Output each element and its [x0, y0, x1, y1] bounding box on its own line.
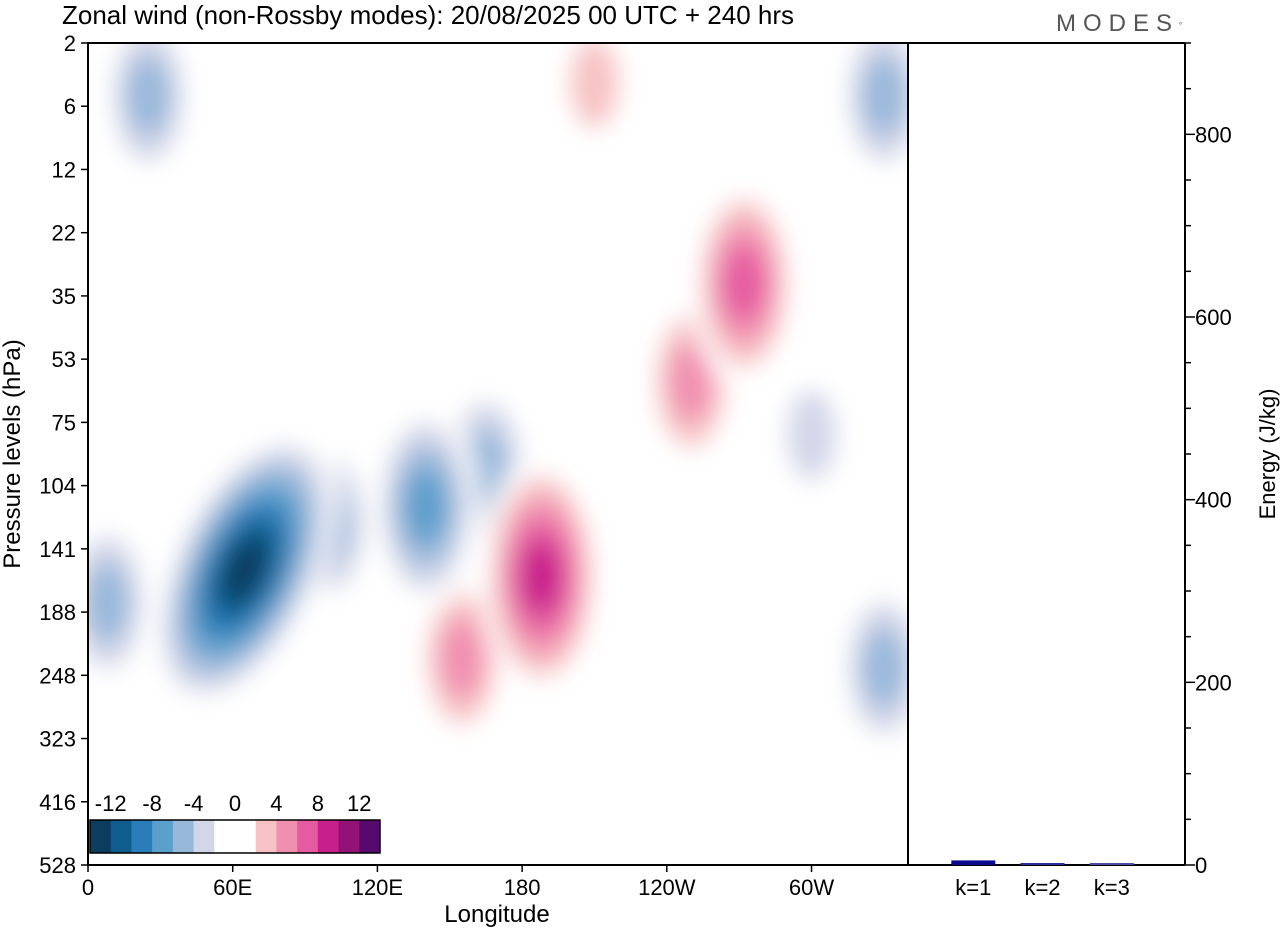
x-tick-label: 0 — [82, 875, 94, 900]
colorbar-swatch — [359, 820, 381, 853]
y-tick-label: 75 — [52, 410, 76, 435]
colorbar: -12 -8 -4 0 4 8 12 — [89, 791, 381, 854]
x-tick-label: 180 — [504, 875, 541, 900]
energy-category-label: k=2 — [1024, 875, 1060, 900]
y-tick-label: 6 — [64, 94, 76, 119]
contour-band — [521, 541, 562, 613]
energy-category-label: k=1 — [955, 875, 991, 900]
heatmap-feature — [690, 176, 798, 391]
modes-logo: MODES° — [1056, 10, 1182, 38]
colorbar-swatch — [110, 820, 132, 853]
contour-band — [723, 246, 765, 321]
axes: 0 60E 120E 180 120W 60W 2 6 12 22 35 53 75 104 141 188 2… — [39, 31, 909, 900]
heatmap-field — [88, 43, 908, 760]
heatmap-feature — [101, 43, 195, 188]
colorbar-label: 12 — [347, 791, 371, 816]
colorbar-frame — [89, 819, 381, 854]
chart-title: Zonal wind (non-Rossby modes): 20/08/202… — [62, 0, 794, 30]
energy-tick-label: 0 — [1195, 853, 1207, 878]
energy-bar-chart: 0 200 400 600 800 k=1 k=2 k=3 — [908, 42, 1232, 900]
colorbar-label: -12 — [95, 791, 127, 816]
y-tick-label: 12 — [52, 157, 76, 182]
y-tick-label: 53 — [52, 347, 76, 372]
y-tick-label: 528 — [39, 853, 76, 878]
y-tick-label: 188 — [39, 600, 76, 625]
heatmap-feature — [372, 399, 479, 614]
heatmap-feature — [481, 454, 602, 699]
colorbar-label: 8 — [312, 791, 324, 816]
energy-bar — [1089, 863, 1134, 865]
energy-tick-label: 200 — [1195, 670, 1232, 695]
x-tick-label: 120E — [352, 875, 403, 900]
logo-text: MODES — [1056, 10, 1180, 37]
x-tick-label: 120W — [638, 875, 696, 900]
contour-band — [126, 55, 171, 136]
heatmap-frame — [87, 42, 909, 866]
heatmap-feature — [837, 43, 908, 188]
energy-tick-label: 800 — [1195, 122, 1232, 147]
energy-bar — [951, 860, 996, 865]
contour-band — [861, 627, 907, 708]
colorbar-label: -8 — [142, 791, 162, 816]
y-tick-label: 416 — [39, 790, 76, 815]
y-axis-label: Pressure levels (hPa) — [0, 339, 26, 568]
y-tick-label: 2 — [64, 31, 76, 56]
colorbar-label: 0 — [229, 791, 241, 816]
y-tick-label: 104 — [39, 474, 76, 499]
x-axis-label: Longitude — [444, 901, 549, 928]
energy-axis-label: Energy (J/kg) — [1255, 389, 1280, 520]
y-tick-label: 22 — [52, 221, 76, 246]
contour-band — [668, 341, 714, 422]
colorbar-swatch — [297, 820, 319, 853]
energy-category-label: k=3 — [1094, 875, 1130, 900]
colorbar-label: -4 — [184, 791, 204, 816]
logo-mark: ° — [1179, 21, 1183, 30]
y-tick-label: 248 — [39, 663, 76, 688]
contour-band — [222, 538, 268, 602]
y-tick-label: 141 — [39, 537, 76, 562]
colorbar-swatch — [317, 820, 340, 853]
contour-band — [404, 469, 447, 544]
colorbar-swatch — [172, 820, 195, 853]
contour-band — [88, 562, 130, 643]
colorbar-swatch — [131, 820, 153, 853]
colorbar-swatch — [90, 820, 112, 853]
contour-band — [569, 43, 620, 129]
contour-band — [861, 55, 907, 136]
heatmap-feature — [151, 428, 338, 712]
colorbar-swatch — [255, 820, 277, 853]
contour-band — [439, 618, 484, 699]
colorbar-swatch — [338, 820, 360, 853]
y-tick-label: 323 — [39, 727, 76, 752]
colorbar-label: 4 — [270, 791, 282, 816]
energy-bar — [1020, 863, 1065, 865]
energy-tick-label: 400 — [1195, 488, 1232, 513]
heatmap-feature — [837, 575, 908, 760]
colorbar-swatch — [235, 820, 257, 853]
colorbar-swatch — [152, 820, 174, 853]
heatmap-feature — [555, 43, 634, 160]
colorbar-swatch — [276, 820, 298, 853]
colorbar-swatch — [214, 820, 236, 853]
y-tick-label: 35 — [52, 284, 76, 309]
colorbar-swatch — [193, 820, 215, 853]
heatmap-feature — [88, 510, 154, 695]
x-tick-label: 60W — [789, 875, 834, 900]
energy-tick-label: 600 — [1195, 305, 1232, 330]
heatmap-feature — [772, 357, 851, 512]
x-tick-label: 60E — [213, 875, 252, 900]
contour-band — [786, 389, 837, 481]
